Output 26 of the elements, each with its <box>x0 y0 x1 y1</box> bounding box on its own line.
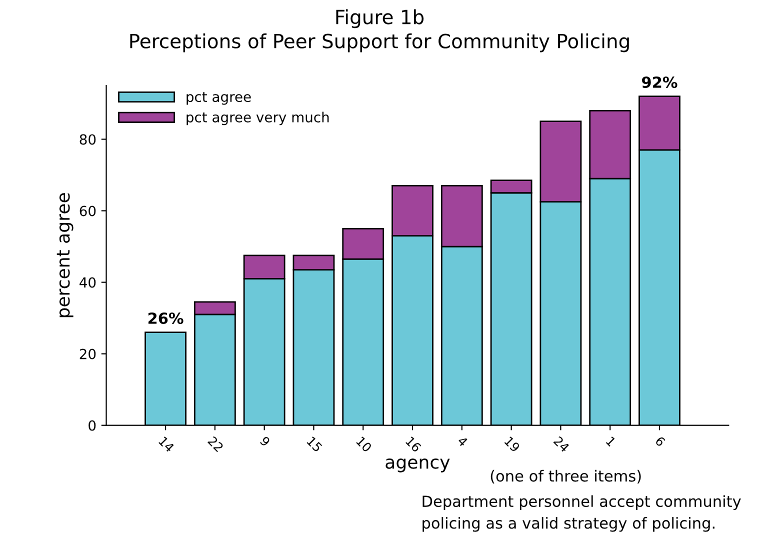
y-tick-label: 40 <box>80 277 96 288</box>
x-axis-title: agency <box>386 458 450 472</box>
y-axis-title: percent agree <box>56 193 74 318</box>
text: (one of three items) <box>490 470 641 484</box>
legend-label: pct agree <box>186 92 251 105</box>
x-tick-label: 14 <box>158 436 175 453</box>
y-tick-label: 0 <box>88 420 96 431</box>
text: Department personnel accept community policing as a valid strategy of policing. <box>422 495 741 532</box>
x-tick-label: 15 <box>306 436 323 452</box>
total-label: 92% <box>642 76 678 88</box>
y-tick-label: 20 <box>80 348 96 360</box>
x-tick-label: 19 <box>504 436 520 453</box>
legend-label: pct agree very much <box>186 112 329 126</box>
chart-subtitle: Perceptions of Peer Support for Community Policing <box>130 33 629 52</box>
x-tick-label: 10 <box>356 436 372 453</box>
y-tick-label: 80 <box>80 134 96 145</box>
x-tick-label: 24 <box>553 436 570 453</box>
x-tick-label: 6 <box>654 436 666 447</box>
total-label: 26% <box>148 312 184 324</box>
chart-title: Figure 1b <box>336 9 424 28</box>
y-tick-label: 60 <box>80 206 96 216</box>
x-tick-label: 16 <box>405 436 422 453</box>
x-tick-label: 9 <box>260 436 271 447</box>
x-tick-label: 22 <box>208 436 224 452</box>
x-tick-label: 1 <box>606 436 616 447</box>
x-tick-label: 4 <box>457 436 468 447</box>
